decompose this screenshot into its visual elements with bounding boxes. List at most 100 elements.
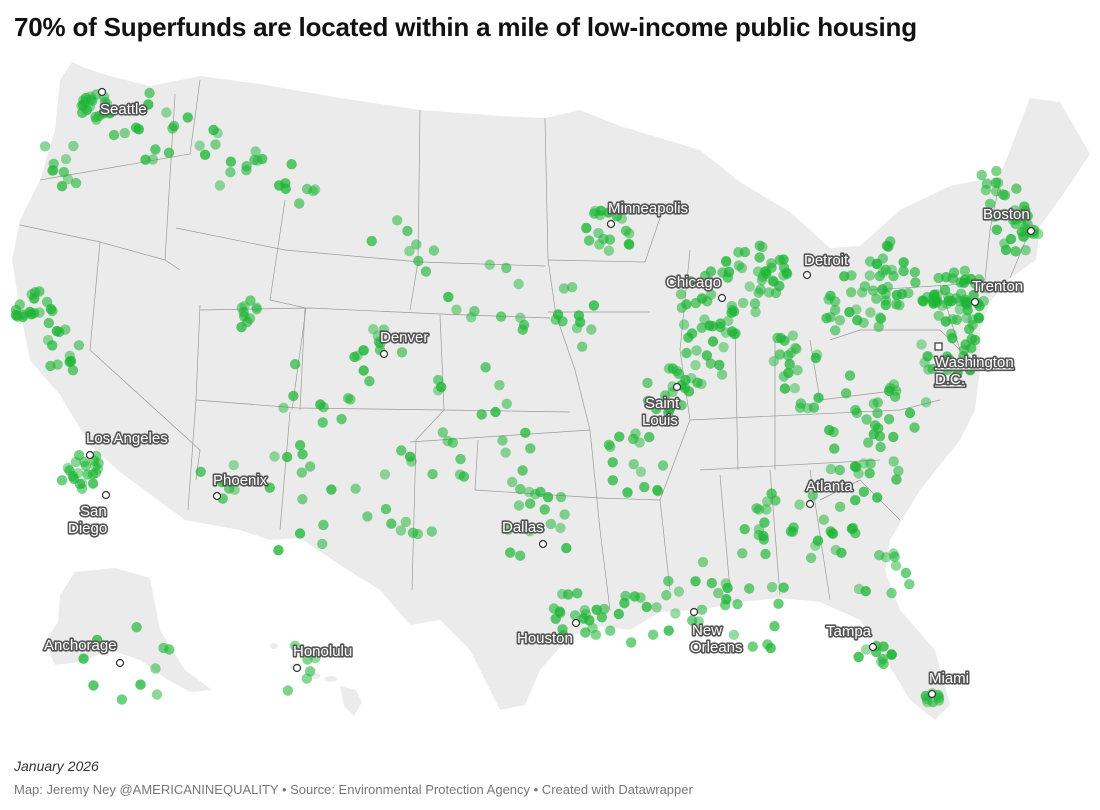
city-marker-miami[interactable]: [927, 689, 937, 699]
superfund-site-dot: [301, 183, 313, 195]
superfund-site-dot: [922, 351, 933, 362]
superfund-site-dot: [779, 383, 791, 394]
superfund-site-dot: [873, 423, 884, 434]
superfund-site-dot: [739, 524, 750, 535]
city-marker-los-angeles[interactable]: [85, 450, 95, 460]
city-marker-atlanta[interactable]: [805, 499, 815, 509]
map-container[interactable]: Seattle Minneapolis Boston Detroit Chica…: [0, 50, 1100, 750]
superfund-site-dot: [821, 313, 832, 324]
city-marker-new-orleans[interactable]: [689, 607, 699, 617]
superfund-site-dot: [396, 347, 408, 358]
superfund-site-dot: [326, 484, 337, 495]
superfund-site-dot: [88, 680, 99, 691]
superfund-site-dot: [43, 317, 54, 329]
city-marker-honolulu[interactable]: [292, 663, 302, 673]
superfund-site-dot: [297, 494, 308, 505]
superfund-site-dot: [639, 481, 650, 493]
superfund-site-dot: [834, 464, 845, 476]
city-marker-seattle[interactable]: [97, 87, 107, 97]
city-marker-anchorage[interactable]: [115, 658, 125, 668]
map-title: 70% of Superfunds are located within a m…: [14, 12, 917, 42]
superfund-site-dot: [622, 487, 633, 498]
superfund-site-dot: [599, 603, 610, 615]
superfund-site-dot: [701, 350, 713, 361]
superfund-site-dot: [216, 476, 228, 488]
superfund-site-dot: [571, 322, 583, 334]
city-marker-washington-dc[interactable]: [934, 342, 943, 351]
superfund-site-dot: [635, 466, 647, 477]
city-marker-san-diego[interactable]: [101, 490, 111, 500]
city-marker-chicago[interactable]: [717, 293, 727, 303]
superfund-site-dot: [130, 122, 142, 133]
superfund-site-dot: [990, 177, 1002, 188]
superfund-site-dot: [1006, 210, 1017, 221]
city-marker-houston[interactable]: [571, 618, 581, 628]
city-marker-dallas[interactable]: [538, 539, 548, 549]
superfund-site-dot: [726, 326, 738, 337]
superfund-site-dot: [29, 287, 41, 298]
superfund-site-dot: [967, 314, 978, 325]
superfund-site-dot: [973, 313, 985, 324]
superfund-site-dot: [966, 342, 977, 354]
superfund-site-dot: [744, 583, 755, 594]
superfund-site-dot: [588, 300, 600, 311]
city-marker-boston[interactable]: [1026, 226, 1036, 236]
city-label-los-angeles: Los Angeles: [86, 430, 168, 447]
city-marker-phoenix[interactable]: [212, 491, 222, 501]
superfund-site-dot: [480, 362, 491, 373]
superfund-site-dot: [959, 265, 970, 276]
superfund-site-dot: [572, 588, 583, 599]
superfund-site-dot: [24, 306, 36, 318]
superfund-site-dot: [851, 407, 863, 419]
superfund-site-dot: [454, 469, 466, 480]
us-superfund-map[interactable]: Seattle Minneapolis Boston Detroit Chica…: [0, 50, 1100, 750]
superfund-site-dot: [750, 306, 761, 318]
superfund-site-dot: [707, 321, 718, 332]
superfund-site-dot: [507, 476, 518, 488]
superfund-site-dot: [757, 241, 768, 253]
superfund-site-dot: [810, 352, 821, 364]
city-marker-trenton[interactable]: [970, 297, 980, 307]
superfund-site-dot: [744, 281, 755, 292]
superfund-site-dot: [151, 689, 163, 700]
superfund-site-dot: [407, 527, 419, 538]
city-marker-tampa[interactable]: [868, 642, 878, 652]
superfund-site-dot: [484, 259, 495, 270]
superfund-site-dot: [144, 87, 155, 99]
superfund-site-dot: [829, 443, 840, 454]
superfund-site-dot: [93, 458, 104, 469]
superfund-site-dot: [194, 140, 205, 151]
superfund-site-dot: [420, 266, 432, 277]
superfund-site-dot: [898, 257, 909, 268]
superfund-site-dot: [294, 528, 306, 539]
superfund-site-dot: [392, 215, 403, 226]
superfund-site-dot: [923, 364, 934, 375]
superfund-site-dot: [991, 186, 1002, 197]
superfund-site-dot: [515, 483, 526, 495]
superfund-site-dot: [846, 287, 857, 298]
city-marker-saint-louis[interactable]: [672, 382, 682, 392]
superfund-site-dot: [358, 345, 369, 356]
superfund-site-dot: [400, 516, 412, 528]
superfund-site-dot: [758, 534, 770, 545]
superfund-site-dot: [713, 587, 724, 599]
city-marker-denver[interactable]: [379, 349, 389, 359]
superfund-site-dot: [792, 365, 803, 376]
superfund-site-dot: [603, 207, 614, 218]
superfund-site-dot: [786, 347, 797, 358]
superfund-site-dot: [105, 108, 116, 119]
city-label-trenton: Trenton: [972, 278, 1023, 295]
city-marker-minneapolis[interactable]: [606, 219, 616, 229]
superfund-site-dot: [958, 350, 969, 362]
superfund-site-dot: [940, 316, 951, 327]
superfund-site-dot: [250, 146, 261, 157]
superfund-site-dot: [718, 342, 729, 353]
superfund-site-dot: [73, 340, 85, 351]
superfund-site-dot: [56, 475, 68, 486]
superfund-site-dot: [349, 351, 360, 363]
superfund-site-dot: [761, 504, 772, 515]
superfund-site-dot: [386, 518, 397, 529]
superfund-site-dot: [723, 315, 734, 326]
superfund-site-dot: [675, 289, 687, 300]
city-marker-detroit[interactable]: [802, 270, 812, 280]
